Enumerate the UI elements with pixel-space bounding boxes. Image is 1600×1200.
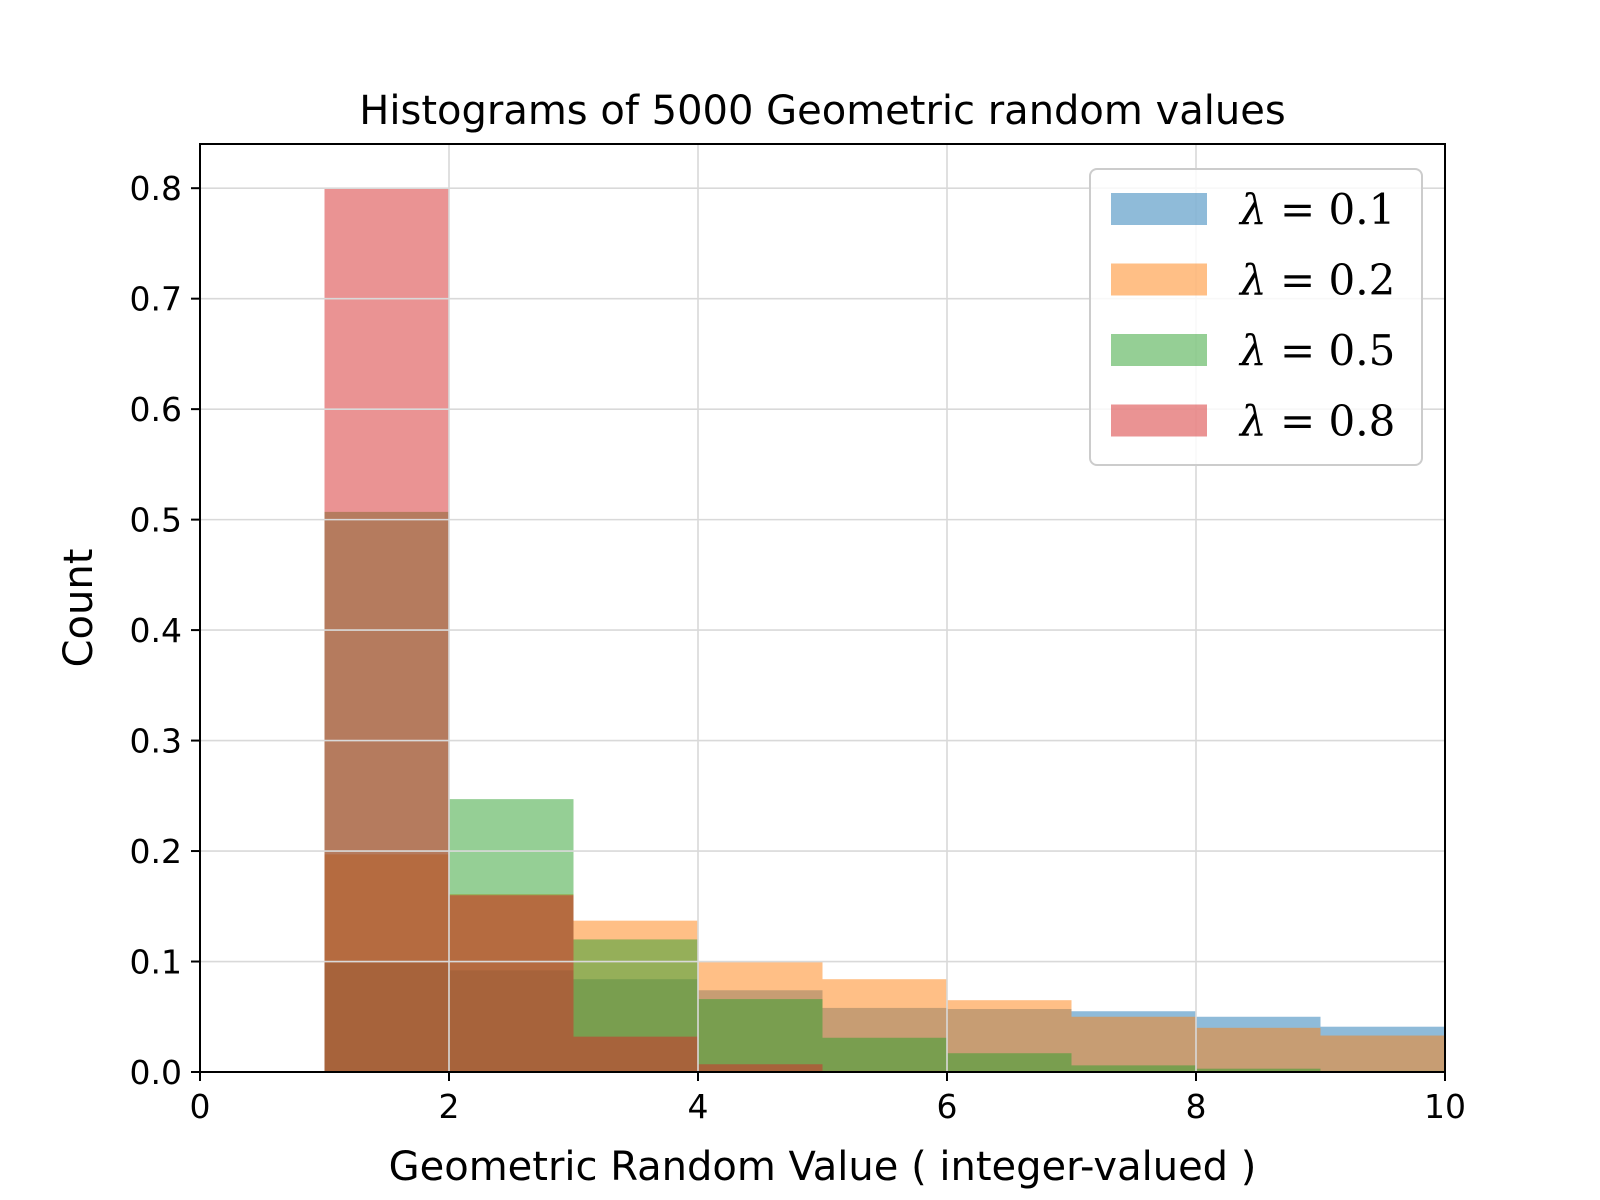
histogram-bar [822, 1037, 947, 1072]
histogram-bars [324, 188, 1445, 1072]
y-tick-label: 0.5 [130, 501, 182, 540]
y-axis-title: Count [56, 549, 102, 668]
legend: λ = 0.1 λ = 0.2 λ = 0.5 λ = 0.8 [1089, 168, 1423, 466]
histogram-bar [947, 1053, 1072, 1072]
legend-swatch [1111, 404, 1207, 437]
x-tick-label: 10 [1424, 1087, 1466, 1126]
x-tick-label: 0 [190, 1087, 211, 1126]
histogram-bar [1071, 1065, 1196, 1072]
legend-label: λ = 0.2 [1238, 256, 1395, 305]
legend-swatch [1111, 263, 1207, 296]
histogram-bar [449, 895, 574, 1072]
histogram-bar [1196, 1027, 1321, 1072]
legend-swatch [1111, 334, 1207, 366]
y-tick-label: 0.8 [130, 169, 182, 208]
x-tick-label: 8 [1186, 1087, 1207, 1126]
histogram-bar [573, 1036, 698, 1072]
legend-box [1089, 168, 1423, 466]
y-tick-label: 0.6 [130, 390, 182, 429]
histogram-bar [1071, 1016, 1196, 1072]
legend-label: λ = 0.5 [1238, 326, 1395, 375]
legend-swatch [1111, 193, 1207, 225]
axis-ticks: 0 2 4 6 8 10 0.0 0.1 0.2 0.3 0.4 0.5 0.6 0.7 0.8 [130, 169, 1466, 1126]
y-tick-label: 0.3 [130, 722, 182, 761]
legend-label: λ = 0.1 [1238, 185, 1395, 234]
y-tick-label: 0.2 [130, 832, 182, 871]
x-tick-label: 6 [937, 1087, 958, 1126]
chart-title: Histograms of 5000 Geometric random valu… [359, 88, 1285, 134]
histogram-bar [698, 999, 823, 1072]
histogram-bar [1196, 1068, 1321, 1072]
x-axis-title: Geometric Random Value ( integer-valued … [389, 1144, 1257, 1190]
histogram-bar [698, 1064, 823, 1072]
y-tick-label: 0.0 [130, 1053, 182, 1092]
y-tick-label: 0.7 [130, 280, 182, 319]
y-tick-label: 0.4 [130, 611, 182, 650]
legend-label: λ = 0.8 [1238, 397, 1395, 446]
plot-frame [199, 143, 1446, 1073]
histogram-bar [1320, 1035, 1445, 1072]
x-tick-label: 4 [688, 1087, 709, 1126]
x-tick-label: 2 [439, 1087, 460, 1126]
y-tick-label: 0.1 [130, 943, 182, 982]
